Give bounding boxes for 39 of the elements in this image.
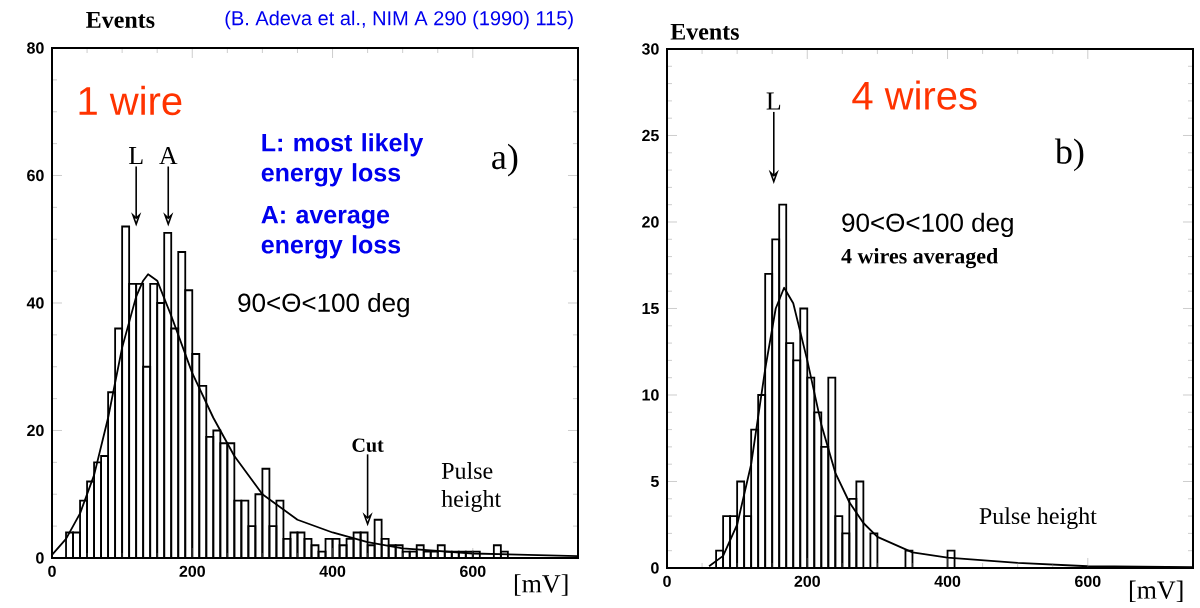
x-tick-label: 400 xyxy=(934,575,961,587)
annotation: 1 wire xyxy=(79,85,182,116)
y-tick-label: 25 xyxy=(642,129,659,142)
y-axis-title: Events xyxy=(86,11,155,28)
annotation: 90<Θ<100 deg xyxy=(842,212,1013,238)
annotation: b) xyxy=(1054,138,1084,172)
x-axis-title: [mV] xyxy=(1129,580,1183,603)
y-axis-title: Events xyxy=(670,23,739,40)
x-tick-label: 400 xyxy=(319,565,346,577)
x-tick-label: 200 xyxy=(179,565,205,577)
x-tick-label: 0 xyxy=(48,565,56,577)
x-tick-label: 600 xyxy=(460,565,486,577)
annotation: 90<Θ<100 deg xyxy=(238,292,409,318)
y-tick-label: 20 xyxy=(642,216,659,228)
annotation: 4 wires averaged xyxy=(841,248,999,269)
text: (B. Adeva et al., NIM A 290 (1990) 115) xyxy=(225,10,573,30)
y-tick-label: 80 xyxy=(27,42,44,54)
annotation: Pulse height xyxy=(979,507,1097,530)
annotation: Pulse height xyxy=(441,462,502,512)
annotation: L: most likely energy loss xyxy=(261,133,424,187)
y-tick-label: 60 xyxy=(27,169,44,182)
y-tick-label: 30 xyxy=(641,43,659,55)
annotation: A: average energy loss xyxy=(261,206,401,259)
y-tick-label: 40 xyxy=(26,297,44,309)
x-axis-title: [mV] xyxy=(514,574,568,596)
annotation: a) xyxy=(492,143,518,177)
x-tick-label: 600 xyxy=(1075,575,1101,587)
annotation: 4 wires xyxy=(852,80,977,110)
y-tick-label: 0 xyxy=(36,552,44,564)
annotation: L xyxy=(128,147,143,165)
y-tick-label: 10 xyxy=(642,389,659,401)
y-tick-label: 20 xyxy=(27,424,44,437)
annotation: Cut xyxy=(352,438,384,452)
annotation: A xyxy=(159,146,178,165)
x-tick-label: 200 xyxy=(794,575,820,587)
annotation: L xyxy=(766,92,781,110)
x-tick-label: 0 xyxy=(663,575,671,587)
y-tick-label: 15 xyxy=(642,302,659,315)
y-tick-label: 5 xyxy=(650,475,659,488)
